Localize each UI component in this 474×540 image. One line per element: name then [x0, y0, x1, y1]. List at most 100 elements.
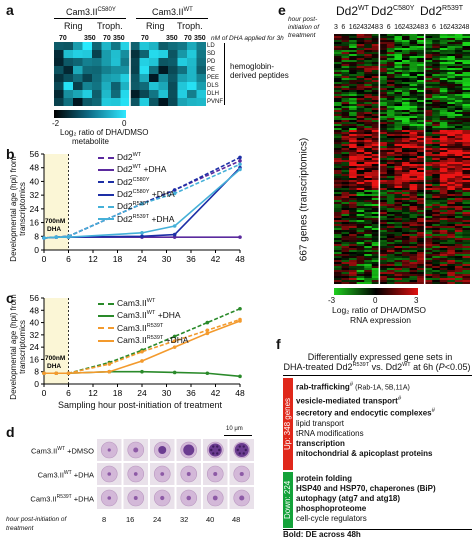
heatmap-cell — [341, 38, 350, 41]
heatmap-cell — [402, 78, 410, 81]
heatmap-cell — [447, 68, 456, 71]
heatmap-cell — [462, 176, 470, 179]
heatmap-cell — [447, 204, 456, 207]
heatmap-cell — [356, 100, 365, 103]
heatmap-cell — [364, 236, 373, 239]
heatmap-cell — [447, 174, 456, 177]
heatmap-cell — [149, 90, 159, 99]
heatmap-cell — [394, 226, 403, 229]
heatmap-cell — [432, 258, 441, 261]
heatmap-cell — [341, 104, 350, 107]
heatmap-cell — [349, 116, 357, 119]
heatmap-cell — [424, 236, 433, 239]
heatmap-cell — [386, 278, 395, 281]
heatmap-cell — [334, 64, 342, 67]
heatmap-cell — [63, 82, 74, 91]
heatmap-cell — [462, 170, 470, 173]
heatmap-cell — [424, 164, 433, 167]
heatmap-cell — [409, 118, 418, 121]
heatmap-cell — [454, 58, 463, 61]
heatmap-cell — [439, 242, 448, 245]
heatmap-cell — [379, 260, 388, 263]
heatmap-cell — [447, 94, 456, 97]
heatmap-cell — [439, 256, 448, 259]
x-tick-label: 18 — [113, 388, 123, 398]
heatmap-cell — [371, 270, 380, 273]
heatmap-cell — [334, 268, 342, 271]
heatmap-cell — [462, 182, 470, 185]
heatmap-cell — [424, 216, 433, 219]
heatmap-cell — [364, 278, 373, 281]
heatmap-cell — [364, 202, 373, 205]
merozoite — [238, 445, 241, 448]
heatmap-cell — [379, 140, 388, 143]
heatmap-cell — [63, 98, 74, 106]
heatmap-cell — [356, 130, 365, 133]
heatmap-cell — [424, 50, 433, 53]
heatmap-cell — [356, 138, 365, 141]
heatmap-cell — [149, 50, 159, 59]
heatmap-cell — [379, 276, 388, 279]
heatmap-cell — [432, 90, 441, 93]
micrograph-grid — [97, 439, 254, 509]
heatmap-cell — [439, 102, 448, 105]
heatmap-cell — [386, 162, 395, 165]
y-tick-label: 40 — [30, 318, 40, 328]
heatmap-cell — [379, 86, 388, 89]
heatmap-cell — [462, 186, 470, 189]
heatmap-cell — [394, 74, 403, 77]
heatmap-cell — [447, 250, 456, 253]
heatmap-cell — [349, 54, 357, 57]
heatmap-cell — [379, 282, 388, 284]
heatmap-cell — [424, 200, 433, 203]
heatmap-cell — [432, 106, 441, 109]
heatmap-cell — [371, 184, 380, 187]
heatmap-cell — [364, 238, 373, 241]
heatmap-cell — [341, 276, 350, 279]
heatmap-cell — [356, 196, 365, 199]
heatmap-cell — [409, 148, 418, 151]
heatmap-cell — [386, 226, 395, 229]
heatmap-cell — [364, 152, 373, 155]
heatmap-cell — [447, 236, 456, 239]
heatmap-cell — [402, 132, 410, 135]
heatmap-cell — [402, 212, 410, 215]
heatmap-cell — [432, 130, 441, 133]
heatmap-cell — [341, 200, 350, 203]
heatmap-cell — [371, 164, 380, 167]
heatmap-cell — [349, 168, 357, 171]
heatmap-cell — [349, 250, 357, 253]
heatmap-cell — [349, 122, 357, 125]
heatmap-cell — [379, 122, 388, 125]
heatmap-cell — [334, 142, 342, 145]
data-point — [238, 235, 242, 239]
parasite-stain — [239, 495, 245, 501]
heatmap-cell — [168, 58, 178, 67]
heatmap-cell — [379, 242, 388, 245]
heatmap-cell — [334, 182, 342, 185]
heatmap-cell — [454, 164, 463, 167]
heatmap-cell — [424, 218, 433, 221]
heatmap-cell — [424, 42, 433, 45]
heatmap-cell — [341, 116, 350, 119]
heatmap-cell — [334, 128, 342, 131]
heatmap-cell — [424, 198, 433, 201]
heatmap-cell — [424, 266, 433, 269]
heatmap-cell — [394, 186, 403, 189]
heatmap-cell — [439, 152, 448, 155]
heatmap-cell — [402, 270, 410, 273]
heatmap-cell — [417, 278, 425, 281]
heatmap-cell — [439, 226, 448, 229]
heatmap-cell — [432, 122, 441, 125]
heatmap-cell — [402, 180, 410, 183]
heatmap-cell — [356, 58, 365, 61]
metabolite-label: DLS — [207, 83, 219, 89]
heatmap-cell — [356, 124, 365, 127]
heatmap-cell — [432, 102, 441, 105]
heatmap-cell — [349, 170, 357, 173]
heatmap-cell — [417, 220, 425, 223]
heatmap-cell — [394, 106, 403, 109]
heatmap-cell — [386, 84, 395, 87]
heatmap-cell — [349, 62, 357, 65]
heatmap-cell — [379, 278, 388, 281]
